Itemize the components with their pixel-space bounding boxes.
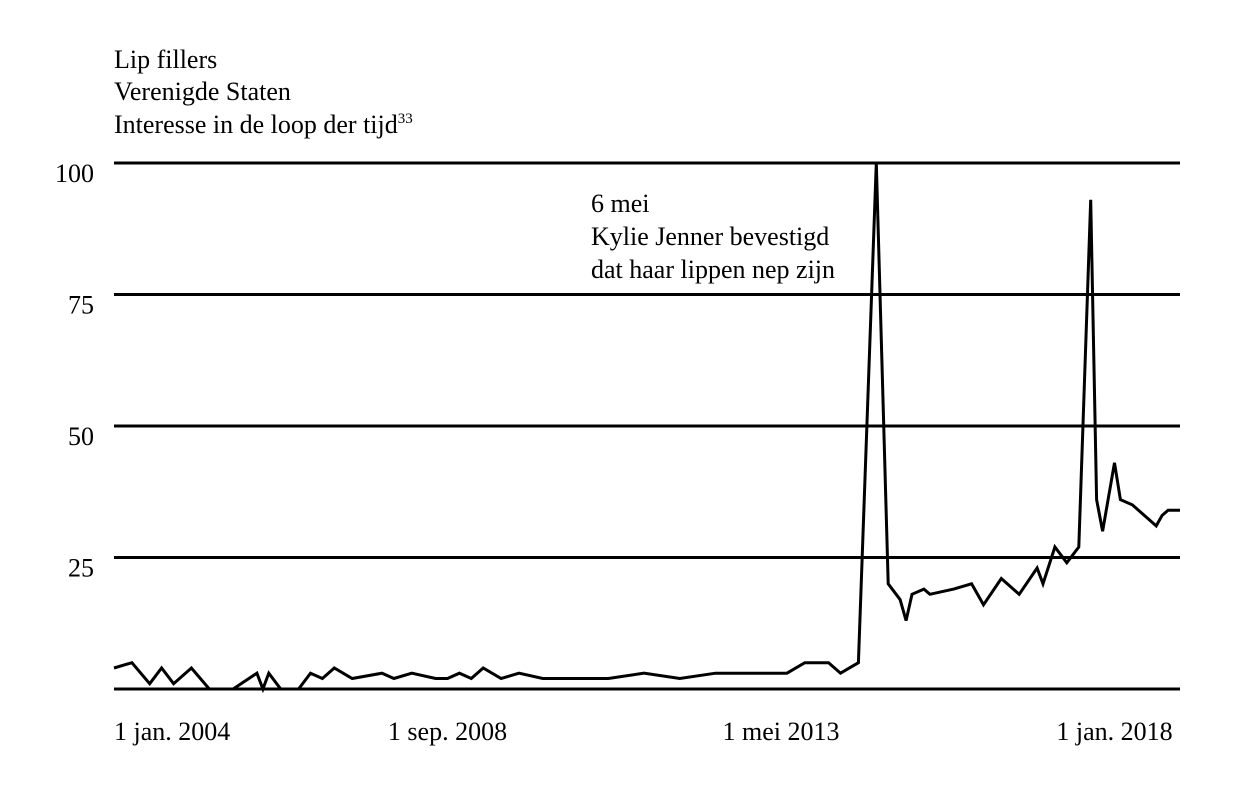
chart-subtitle-2-footnote: 33 <box>398 111 413 127</box>
annotation-line-2: Kylie Jenner bevestigd <box>591 222 829 251</box>
chart-subtitle-2-text: Interesse in de loop der tijd <box>114 110 398 139</box>
x-axis-ticks: 1 jan. 2004 1 sep. 2008 1 mei 2013 1 jan. 2… <box>114 717 1173 746</box>
y-tick-label: 100 <box>55 159 94 188</box>
chart-subtitle: Verenigde Staten <box>114 77 291 106</box>
y-tick-label: 50 <box>68 422 94 451</box>
y-axis-ticks: 100 75 50 25 <box>55 159 94 583</box>
series-line <box>113 162 1180 694</box>
y-tick-label: 25 <box>68 554 94 583</box>
chart-subtitle-2: Interesse in de loop der tijd33 <box>114 110 413 139</box>
y-tick-label: 75 <box>68 291 94 320</box>
x-tick-label: 1 mei 2013 <box>722 717 839 746</box>
annotation-line-3: dat haar lippen nep zijn <box>591 255 835 284</box>
x-tick-label: 1 jan. 2018 <box>1056 717 1172 746</box>
annotation-line-1: 6 mei <box>591 189 650 218</box>
x-tick-label: 1 sep. 2008 <box>388 717 507 746</box>
chart-title: Lip fillers <box>114 45 217 74</box>
x-tick-label: 1 jan. 2004 <box>114 717 230 746</box>
annotation: 6 mei Kylie Jenner bevestigd dat haar li… <box>591 189 836 284</box>
